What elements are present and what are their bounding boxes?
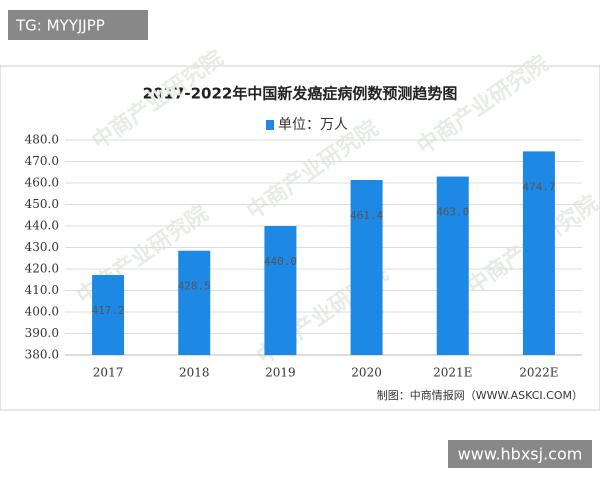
y-tick-label: 470.0 bbox=[25, 154, 59, 168]
x-tick-label: 2017 bbox=[93, 366, 124, 380]
overlay-text: TG: MYYJJPP bbox=[15, 17, 105, 35]
bar bbox=[92, 275, 125, 355]
y-tick-label: 390.0 bbox=[25, 326, 59, 340]
overlay-box bbox=[8, 10, 148, 40]
y-tick-label: 430.0 bbox=[25, 240, 59, 254]
y-tick-label: 460.0 bbox=[25, 176, 59, 190]
value-label: 417.2 bbox=[92, 304, 125, 317]
y-tick-label: 410.0 bbox=[25, 283, 59, 297]
x-tick-label: 2019 bbox=[265, 366, 296, 380]
value-label: 428.5 bbox=[178, 280, 211, 293]
value-label: 474.7 bbox=[522, 180, 555, 193]
value-label: 463.0 bbox=[436, 206, 469, 219]
source: 制图：中商情报网（WWW.ASKCI.COM） bbox=[377, 388, 583, 402]
y-tick-label: 440.0 bbox=[25, 219, 59, 233]
legend-swatch bbox=[266, 120, 274, 130]
bar bbox=[436, 176, 469, 355]
y-tick-label: 400.0 bbox=[25, 305, 59, 319]
value-label: 461.4 bbox=[350, 209, 383, 222]
x-tick-label: 2020 bbox=[351, 366, 382, 380]
legend-label: 单位：万人 bbox=[278, 117, 348, 133]
x-tick-label: 2022E bbox=[519, 366, 558, 380]
y-tick-label: 480.0 bbox=[25, 133, 59, 147]
overlay-box bbox=[448, 440, 592, 468]
bar bbox=[522, 151, 555, 355]
y-tick-label: 380.0 bbox=[25, 348, 59, 362]
x-tick-label: 2021E bbox=[433, 366, 472, 380]
bar bbox=[264, 226, 297, 355]
chart-title: 2017-2022年中国新发癌症病例数预测趋势图 bbox=[143, 85, 458, 103]
bar bbox=[350, 179, 383, 355]
value-label: 440.0 bbox=[264, 255, 297, 268]
bar bbox=[178, 250, 211, 355]
overlay-text: www.hbxsj.com bbox=[458, 445, 583, 464]
x-tick-label: 2018 bbox=[179, 366, 210, 380]
y-tick-label: 450.0 bbox=[25, 197, 59, 211]
y-tick-label: 420.0 bbox=[25, 262, 59, 276]
